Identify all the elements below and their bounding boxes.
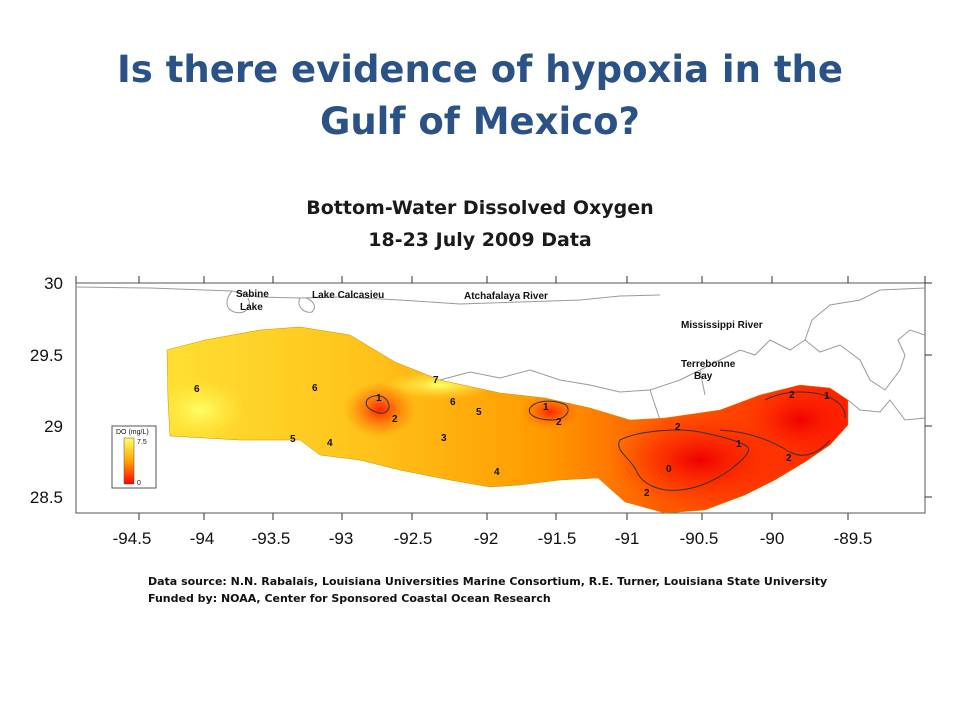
lat-tick-label: 28.5 [30,488,63,507]
do-legend: DO (mg/L) 7.5 0 [111,425,157,489]
atchafalaya-river-label: Atchafalaya River [464,291,548,302]
contour-label: 6 [312,383,318,394]
lon-tick-label: -94 [190,529,215,548]
contour-label: 1 [376,393,382,404]
contour-label: 2 [556,417,562,428]
contour-label: 2 [789,390,795,401]
map-heading: Bottom-Water Dissolved Oxygen 18-23 July… [0,192,960,256]
plume-outline [166,326,849,514]
sabine-lake-label-line-2: Lake [240,302,263,313]
contour-label: 5 [290,434,296,445]
lat-tick-label: 29 [44,417,63,436]
contour-label: 2 [786,453,792,464]
legend-max-label: 7.5 [137,439,147,446]
lon-tick-label: -90 [760,529,785,548]
map-heading-line-1: Bottom-Water Dissolved Oxygen [306,197,654,219]
slide-title: Is there evidence of hypoxia in the Gulf… [0,44,960,148]
lon-tick-label: -91.5 [538,529,577,548]
contour-label: 4 [494,467,500,478]
contour-label: 1 [824,391,830,402]
contour-label: 1 [736,439,742,450]
lon-tick-label: -90.5 [680,529,719,548]
lon-tick-label: -93.5 [252,529,291,548]
mississippi-river-label: Mississippi River [681,320,763,331]
lon-tick-label: -91 [615,529,640,548]
lake-calcasieu-label: Lake Calcasieu [312,290,384,301]
contour-label: 3 [441,433,447,444]
legend-min-label: 0 [137,480,141,487]
lat-tick-label: 29.5 [30,346,63,365]
terrebonne-bay-label-line-1: Terrebonne [681,359,736,370]
credits: Data source: N.N. Rabalais, Louisiana Un… [148,573,827,607]
axis-ticks [75,276,932,520]
coastline [75,286,926,421]
contour-label: 6 [450,397,456,408]
lon-tick-label: -94.5 [113,529,152,548]
slide-title-line-1: Is there evidence of hypoxia in the [117,48,843,91]
legend-title: DO (mg/L) [116,429,149,436]
contour-label: 0 [666,464,672,475]
contour-label: 2 [675,422,681,433]
contour-label: 2 [392,414,398,425]
contour-label: 4 [327,438,333,449]
lat-tick-label: 30 [44,274,63,293]
data-source-line: Data source: N.N. Rabalais, Louisiana Un… [148,575,828,588]
contour-label: 7 [433,375,439,386]
funding-line: Funded by: NOAA, Center for Sponsored Co… [148,592,551,605]
lon-tick-label: -93 [329,529,354,548]
sabine-lake-label-line-1: Sabine [236,289,269,300]
legend-color-bar [123,437,135,485]
map-heading-line-2: 18-23 July 2009 Data [368,229,592,251]
terrebonne-bay-label-line-2: Bay [694,371,713,382]
slide-title-line-2: Gulf of Mexico? [319,100,641,143]
dissolved-oxygen-map: Sabine Lake Lake Calcasieu Atchafalaya R… [30,274,932,548]
lon-tick-label: -92 [474,529,499,548]
contour-label: 5 [476,407,482,418]
contour-label: 6 [194,384,200,395]
contour-label: 1 [543,402,549,413]
lon-tick-label: -89.5 [834,529,873,548]
contour-label: 2 [644,488,650,499]
contour-lines [365,391,846,491]
lon-tick-label: -92.5 [394,529,433,548]
